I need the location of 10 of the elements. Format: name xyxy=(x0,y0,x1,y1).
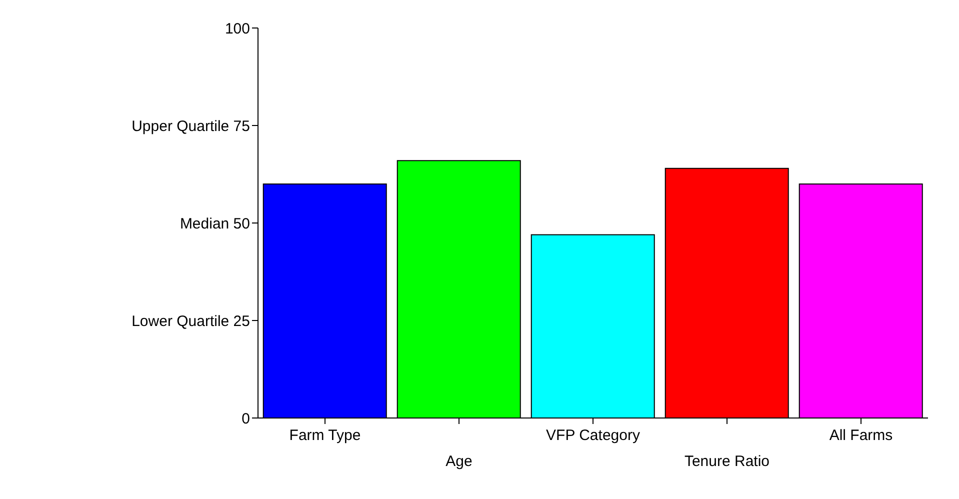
y-tick-label: 0 xyxy=(242,410,250,428)
x-tick-label: Tenure Ratio xyxy=(684,453,770,470)
y-tick-label: Upper Quartile 75 xyxy=(132,118,250,135)
x-tick-label: VFP Category xyxy=(546,427,640,444)
x-tick-label: Farm Type xyxy=(289,427,361,444)
y-tick-label: Lower Quartile 25 xyxy=(132,312,250,330)
x-tick-label: All Farms xyxy=(829,427,893,444)
x-tick-label: Age xyxy=(446,453,472,470)
y-tick-label: 100 xyxy=(224,20,250,38)
y-tick-label: Median 50 xyxy=(180,215,250,232)
